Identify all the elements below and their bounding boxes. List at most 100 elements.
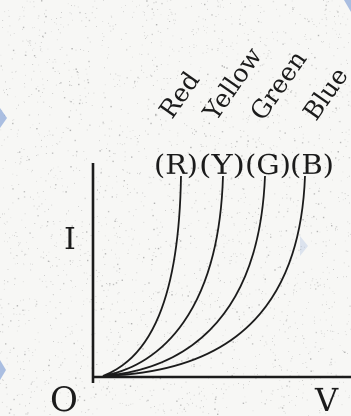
speckle — [211, 14, 213, 16]
speckle — [59, 32, 61, 34]
speckle — [335, 226, 338, 228]
speckle — [202, 125, 204, 127]
speckle — [250, 152, 251, 154]
speckle — [59, 392, 61, 394]
speckle — [231, 346, 233, 347]
speckle — [224, 235, 226, 237]
speckle — [162, 288, 164, 289]
speckle — [139, 53, 140, 55]
speckle — [62, 185, 63, 187]
speckle — [310, 358, 312, 360]
speckle — [115, 219, 116, 220]
speckle — [84, 197, 86, 200]
speckle — [279, 130, 281, 132]
speckle — [279, 365, 281, 367]
speckle — [43, 251, 44, 253]
speckle — [294, 285, 295, 287]
speckle — [313, 320, 315, 322]
speckle — [57, 341, 59, 343]
speckle — [318, 351, 320, 352]
speckle — [119, 334, 121, 336]
speckle — [40, 42, 42, 43]
speckle — [6, 406, 8, 408]
speckle — [169, 261, 171, 263]
speckle — [122, 243, 124, 245]
speckle — [324, 333, 325, 335]
speckle — [97, 276, 98, 278]
speckle — [345, 390, 346, 392]
speckle — [111, 249, 112, 251]
speckle — [165, 120, 167, 122]
speckle — [14, 263, 16, 265]
speckle — [287, 103, 289, 105]
speckle — [201, 390, 202, 392]
speckle — [143, 301, 144, 302]
speckle — [29, 298, 30, 300]
speckle — [198, 29, 199, 31]
speckle — [97, 190, 98, 191]
speckle — [284, 294, 286, 295]
speckle — [183, 161, 185, 162]
speckle — [311, 18, 313, 20]
speckle — [188, 340, 190, 342]
speckle — [254, 373, 255, 375]
speckle — [283, 182, 285, 183]
speckle — [22, 361, 24, 363]
speckle — [188, 185, 190, 187]
speckle — [49, 301, 51, 303]
speckle — [195, 192, 196, 193]
speckle — [254, 43, 256, 44]
speckle — [217, 48, 219, 50]
speckle — [278, 246, 279, 248]
speckle — [337, 48, 339, 49]
speckle — [274, 354, 276, 356]
speckle — [43, 88, 45, 90]
speckle — [171, 294, 173, 296]
speckle — [113, 266, 115, 268]
speckle — [296, 396, 297, 397]
speckle — [265, 159, 267, 161]
speckle — [55, 257, 57, 258]
speckle — [19, 403, 21, 405]
speckle — [190, 321, 192, 323]
speckle — [25, 323, 26, 325]
speckle — [32, 352, 34, 353]
speckle — [5, 343, 7, 345]
speckle — [12, 49, 15, 52]
speckle — [104, 67, 105, 69]
speckle — [289, 326, 291, 328]
speckle — [313, 168, 314, 169]
speckle — [2, 379, 3, 381]
speckle — [55, 403, 57, 405]
speckle — [30, 396, 32, 398]
speckle — [41, 139, 42, 141]
speckle — [81, 221, 83, 223]
speckle — [323, 86, 324, 88]
speckle — [252, 410, 254, 412]
speckle — [27, 412, 29, 414]
speckle — [168, 113, 170, 115]
speckle — [249, 115, 251, 117]
speckle — [18, 243, 20, 245]
speckle — [225, 116, 227, 119]
speckle — [322, 294, 324, 296]
speckle — [176, 292, 177, 294]
speckle — [225, 389, 227, 391]
speckle — [104, 96, 106, 99]
speckle — [332, 28, 334, 30]
curve-symbol-red: (R) — [154, 150, 198, 181]
speckle — [231, 178, 233, 180]
speckle — [301, 179, 303, 180]
speckle — [95, 393, 97, 395]
speckle — [67, 396, 69, 397]
speckle — [136, 258, 138, 260]
speckle — [270, 307, 272, 309]
speckle — [119, 79, 120, 81]
speckle — [178, 192, 180, 194]
speckle — [170, 78, 172, 79]
speckle — [145, 130, 146, 132]
speckle — [36, 208, 38, 210]
speckle — [183, 192, 185, 194]
speckle — [225, 144, 227, 146]
speckle — [206, 45, 208, 46]
